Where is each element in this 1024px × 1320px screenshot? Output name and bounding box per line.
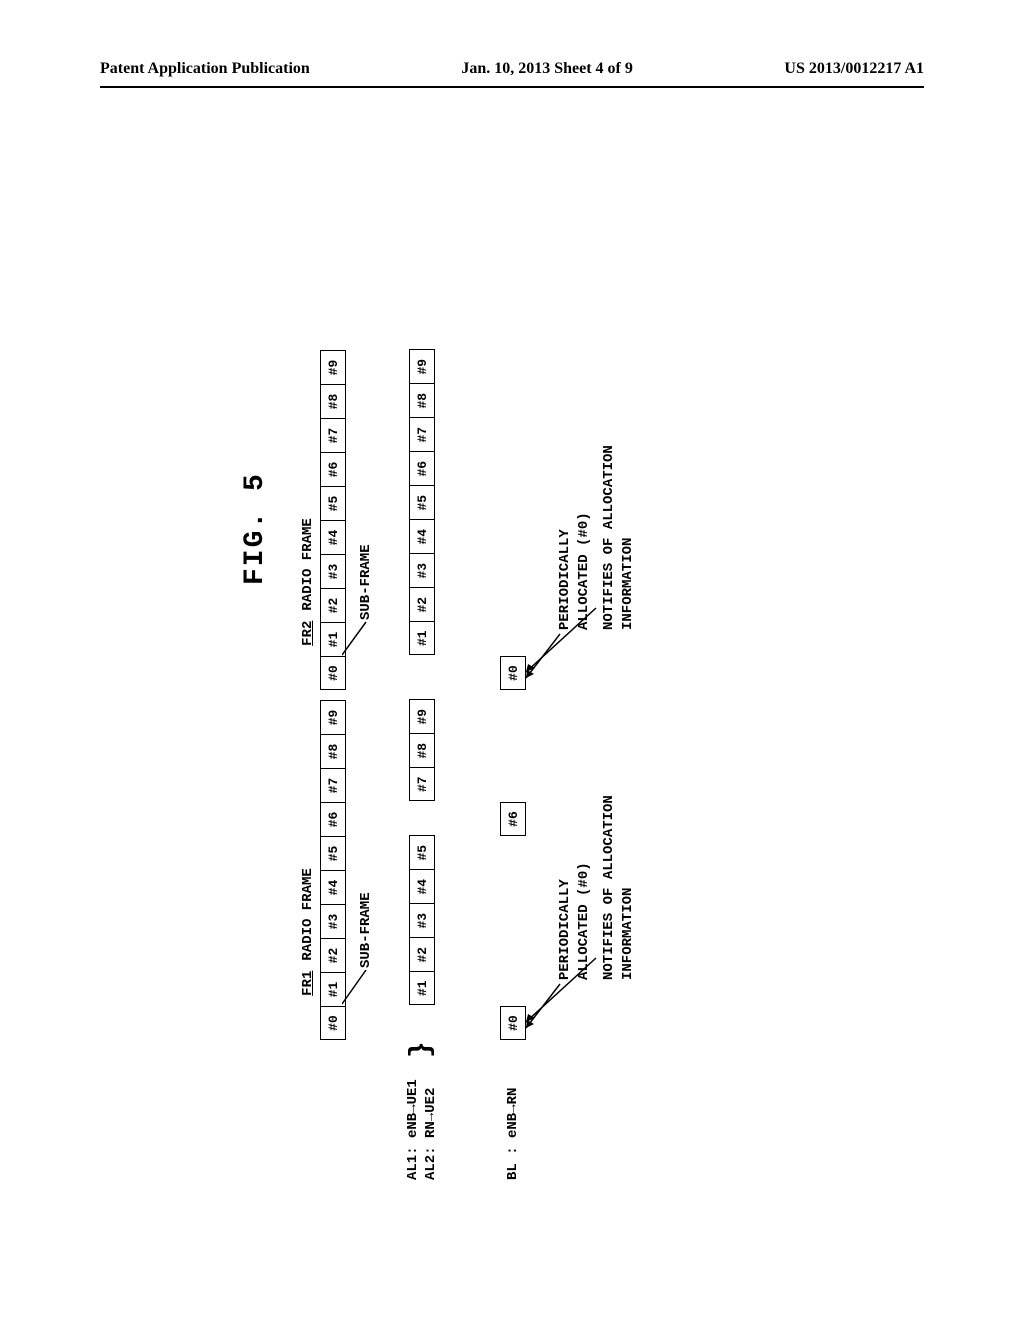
page: Patent Application Publication Jan. 10, …	[0, 0, 1024, 1320]
al-fr1-cells-b: #7 #8 #9	[409, 699, 435, 801]
cell: #3	[320, 904, 346, 938]
header-center: Jan. 10, 2013 Sheet 4 of 9	[461, 60, 633, 78]
cell: #1	[320, 972, 346, 1006]
doc-header: Patent Application Publication Jan. 10, …	[0, 60, 1024, 78]
subframe-label-2: SUB-FRAME	[358, 544, 374, 620]
cell: #7	[409, 417, 435, 451]
cell: #5	[320, 486, 346, 520]
cell: #6	[320, 802, 346, 836]
cell: #6	[320, 452, 346, 486]
cell: #0	[320, 656, 346, 690]
al-fr2-cells: #1 #2 #3 #4 #5 #6 #7 #8 #9	[409, 349, 435, 655]
cell: #0	[320, 1006, 346, 1040]
fr2-name: RADIO FRAME	[300, 518, 316, 610]
cell: #7	[320, 418, 346, 452]
cell: #5	[409, 485, 435, 519]
frame-diagram: FR1 RADIO FRAME #0 #1 #2 #3 #4 #5 #6 #7 …	[300, 280, 650, 1180]
cell: #4	[409, 519, 435, 553]
callout-notify-2b: INFORMATION	[619, 445, 637, 630]
fr1-full-cells: #0 #1 #2 #3 #4 #5 #6 #7 #8 #9	[320, 700, 346, 1040]
cell: #2	[409, 587, 435, 621]
al-fr1-cells-a: #1 #2 #3 #4 #5	[409, 835, 435, 1005]
cell: #7	[409, 767, 435, 801]
al2-label: AL2: RN→UE2	[422, 1062, 440, 1180]
cell: #3	[409, 553, 435, 587]
al1-label: AL1: eNB→UE1	[404, 1062, 422, 1180]
brace-icon: }	[414, 1041, 431, 1062]
cell: #1	[409, 621, 435, 655]
fr1-name: RADIO FRAME	[300, 868, 316, 960]
header-rule	[100, 86, 924, 88]
fr2-header-block: FR2 RADIO FRAME #0 #1 #2 #3 #4 #5 #6 #7 …	[300, 350, 346, 690]
subframe-label-1: SUB-FRAME	[358, 892, 374, 968]
fr1-code: FR1	[300, 971, 316, 996]
fr2-full-cells: #0 #1 #2 #3 #4 #5 #6 #7 #8 #9	[320, 350, 346, 690]
cell: #8	[409, 383, 435, 417]
cell: #5	[409, 835, 435, 869]
header-left: Patent Application Publication	[100, 60, 310, 78]
cell: #7	[320, 768, 346, 802]
cell: #6	[409, 451, 435, 485]
bl-label: BL : eNB→RN	[504, 1048, 522, 1180]
callout-periodic-2b: ALLOCATED (#0)	[575, 512, 593, 630]
callout-notify-2: INFORMATION	[619, 795, 637, 980]
fr1-header-block: FR1 RADIO FRAME #0 #1 #2 #3 #4 #5 #6 #7 …	[300, 700, 346, 1040]
cell: #4	[320, 520, 346, 554]
cell: #4	[320, 870, 346, 904]
fr2-code: FR2	[300, 621, 316, 646]
bl-fr2-cell-0: #0	[500, 656, 526, 690]
bl-fr1-cell-6: #6	[500, 802, 526, 836]
cell: #9	[320, 700, 346, 734]
cell: #2	[320, 588, 346, 622]
cell: #2	[320, 938, 346, 972]
cell: #8	[320, 734, 346, 768]
cell: #8	[409, 733, 435, 767]
cell: #1	[320, 622, 346, 656]
callout-periodic-1b: PERIODICALLY	[556, 512, 574, 630]
cell: #9	[409, 699, 435, 733]
cell: #2	[409, 937, 435, 971]
cell: #3	[409, 903, 435, 937]
bl-fr1-cell-0: #0	[500, 1006, 526, 1040]
header-right: US 2013/0012217 A1	[784, 60, 924, 78]
callout-notify-1: NOTIFIES OF ALLOCATION	[600, 795, 618, 980]
cell: #9	[409, 349, 435, 383]
cell: #4	[409, 869, 435, 903]
cell: #8	[320, 384, 346, 418]
cell: #9	[320, 350, 346, 384]
figure-title: FIG. 5	[240, 472, 271, 585]
callout-periodic-1: PERIODICALLY	[556, 862, 574, 980]
callout-periodic-2: ALLOCATED (#0)	[575, 862, 593, 980]
cell: #1	[409, 971, 435, 1005]
callout-notify-1b: NOTIFIES OF ALLOCATION	[600, 445, 618, 630]
cell: #3	[320, 554, 346, 588]
cell: #5	[320, 836, 346, 870]
